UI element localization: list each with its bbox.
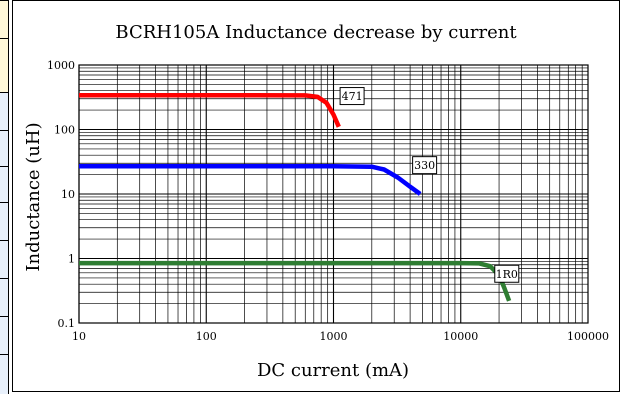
strip-cell	[0, 202, 9, 240]
y-tick-label: 1	[68, 253, 75, 266]
annotation-box	[339, 87, 365, 106]
annotation-layer: 471 330 1R0	[339, 87, 520, 283]
series-layer	[79, 92, 512, 302]
annotation-box	[494, 264, 520, 283]
series-line-471	[79, 92, 341, 128]
series-annotation: 1R0	[494, 264, 520, 283]
annotation-box	[412, 156, 438, 175]
strip-cell	[0, 166, 9, 202]
tick-labels: 10 100 1000 10000 100000 0.1 1 10 100 1000	[47, 59, 609, 343]
chart-title: BCRH105A Inductance decrease by current	[115, 22, 517, 43]
strip-cell	[0, 38, 9, 92]
x-tick-label: 100	[196, 330, 217, 343]
x-tick-label: 100000	[567, 330, 609, 343]
y-axis-label: Inductance (uH)	[23, 122, 44, 271]
annotation-label: 330	[414, 159, 435, 172]
strip-cell	[0, 0, 9, 38]
annotation-label: 471	[342, 90, 363, 103]
y-tick-label: 100	[54, 124, 75, 137]
y-tick-label: 1000	[47, 59, 75, 72]
strip-cell	[0, 240, 9, 278]
x-tick-label: 10000	[443, 330, 478, 343]
y-tick-label: 10	[61, 188, 75, 201]
x-tick-label: 1000	[320, 330, 348, 343]
annotation-label: 1R0	[496, 268, 518, 281]
strip-cell	[0, 354, 9, 394]
left-edge-table-fragment	[0, 0, 10, 394]
series-line-330	[79, 163, 422, 196]
strip-cell	[0, 92, 9, 130]
inductance-chart: BCRH105A Inductance decrease by current …	[23, 22, 609, 381]
strip-cell	[0, 278, 9, 316]
x-tick-label: 10	[72, 330, 86, 343]
series-annotation: 471	[339, 87, 365, 106]
series-annotation: 330	[412, 156, 438, 175]
y-tick-label: 0.1	[58, 317, 76, 330]
chart-frame: BCRH105A Inductance decrease by current …	[12, 0, 620, 392]
series-line-1R0	[79, 260, 512, 302]
strip-cell	[0, 130, 9, 166]
strip-cell	[0, 316, 9, 354]
x-axis-label: DC current (mA)	[257, 360, 409, 381]
plot-grid	[78, 64, 589, 324]
